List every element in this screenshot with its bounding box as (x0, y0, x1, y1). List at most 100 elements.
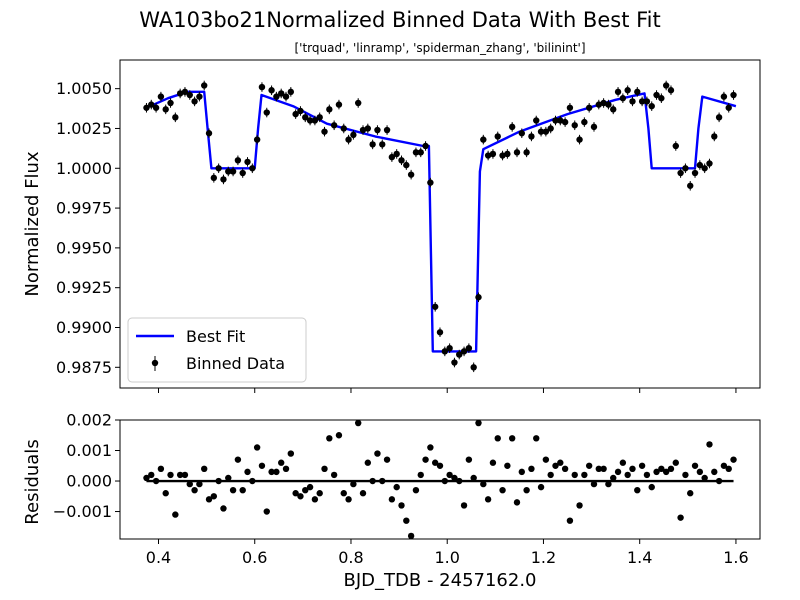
binned-data-point (316, 114, 323, 121)
binned-data-point (711, 133, 718, 140)
binned-data-point (306, 117, 314, 124)
residual-point (677, 514, 684, 521)
residual-point (258, 462, 266, 469)
residual-point (244, 468, 251, 476)
binned-data-point (677, 169, 684, 177)
best-fit-line (146, 90, 737, 353)
binned-data-point (494, 133, 501, 140)
binned-data-point (152, 104, 160, 111)
binned-data-point (533, 117, 540, 124)
residual-point (571, 471, 578, 479)
binned-data-point (359, 126, 367, 134)
binned-data-point (345, 136, 352, 143)
binned-data-point (253, 136, 261, 143)
residual-point (431, 459, 439, 466)
residual-point (330, 471, 338, 479)
binned-data-point (225, 168, 232, 175)
binned-data-point (446, 344, 453, 352)
residual-point (326, 435, 333, 442)
binned-data-point (412, 149, 420, 156)
binned-data-point (667, 87, 675, 94)
residual-point (634, 486, 641, 494)
residual-point (614, 468, 622, 476)
binned-data-point (691, 169, 699, 177)
residual-point (470, 474, 477, 482)
residual-point (417, 471, 424, 479)
binned-data-point (489, 150, 497, 158)
binned-data-point (441, 348, 449, 355)
binned-data-point (181, 88, 189, 96)
binned-data-point (335, 101, 343, 108)
binned-data-point (196, 93, 203, 100)
best-fit-layer (146, 90, 737, 353)
binned-data-point (167, 99, 174, 107)
binned-data-point (629, 98, 636, 105)
binned-data-point (407, 171, 415, 178)
binned-data-point (239, 169, 246, 177)
binned-data-point (172, 114, 179, 121)
residual-point (263, 508, 270, 515)
residual-point (422, 456, 429, 463)
binned-data-point (610, 106, 617, 113)
binned-data-point (263, 109, 270, 116)
binned-data-point (696, 161, 704, 169)
residuals-x-tick-label: 1.0 (434, 548, 459, 567)
binned-data-point (518, 130, 526, 137)
residual-point (398, 502, 405, 509)
binned-data-point (282, 93, 290, 100)
residual-point (407, 532, 415, 540)
residual-point (340, 490, 347, 497)
binned-data-point (431, 303, 439, 310)
legend-binned-data-marker (151, 359, 159, 367)
residual-point (508, 435, 516, 442)
binned-data-point (566, 104, 574, 111)
binned-data-point (672, 142, 679, 150)
residual-point (374, 450, 381, 457)
binned-data-point (302, 114, 309, 121)
main-y-tick-label: 1.0025 (56, 119, 112, 138)
residual-point (600, 465, 607, 473)
binned-data-point (417, 149, 424, 156)
binned-data-point (552, 117, 559, 124)
binned-data-point (258, 83, 266, 91)
binned-data-point (162, 106, 169, 113)
residual-point (456, 477, 463, 485)
binned-data-point (383, 126, 391, 134)
residual-point (306, 483, 314, 491)
binned-data-point (504, 150, 511, 158)
residual-point (465, 456, 473, 463)
residual-point (359, 490, 367, 497)
binned-data-point (374, 126, 381, 134)
binned-data-point (624, 87, 631, 94)
residual-point (379, 477, 386, 485)
residual-point (672, 459, 679, 466)
residual-point (542, 456, 550, 463)
residual-point (658, 465, 665, 473)
binned-data-point (451, 359, 458, 366)
residual-point (711, 468, 718, 476)
binned-data-point (201, 82, 208, 89)
residual-point (484, 496, 492, 503)
main-plot: 0.9875 0.9900 0.9925 0.9950 0.9975 1.0000 1.00… (22, 59, 761, 393)
binned-data-point (701, 165, 708, 172)
binned-data-point (595, 101, 602, 108)
binned-data-point (715, 114, 723, 121)
binned-data-point (537, 128, 545, 135)
binned-data-point (403, 161, 410, 169)
legend-binned-data-label: Binned Data (186, 354, 285, 373)
binned-data-point (215, 165, 222, 172)
residual-point (701, 474, 708, 482)
binned-data-point (614, 88, 622, 96)
residual-point (537, 483, 545, 491)
residual-point (162, 490, 169, 497)
main-axis-ticks: 0.9875 0.9900 0.9925 0.9950 0.9975 1.0000 1.00… (56, 79, 737, 393)
residuals-x-tick-label: 1.2 (531, 548, 556, 567)
legend-best-fit-label: Best Fit (186, 327, 245, 346)
residual-point (682, 471, 689, 479)
binned-data-point (523, 149, 530, 156)
residuals-y-tick-label: 0.001 (66, 441, 112, 460)
binned-data-point (157, 93, 165, 100)
residual-point (605, 480, 612, 488)
binned-data-point (513, 149, 521, 156)
residual-point (528, 465, 535, 473)
